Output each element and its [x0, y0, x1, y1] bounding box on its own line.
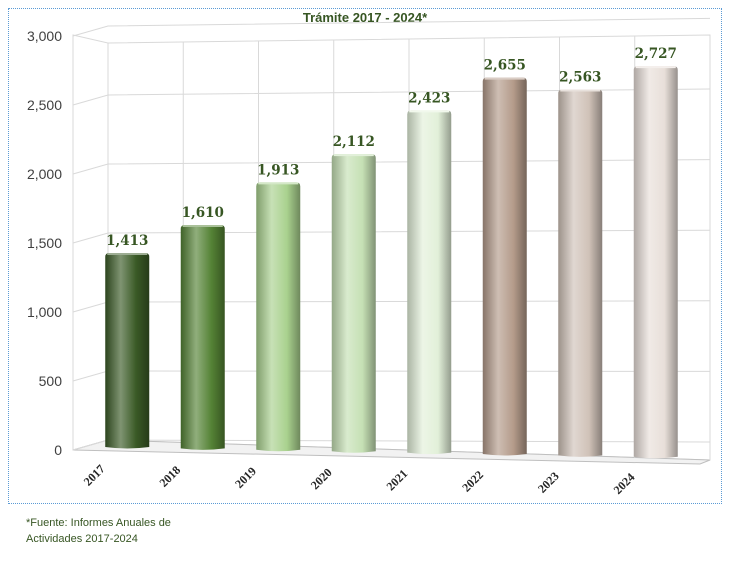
side-wall — [72, 34, 109, 451]
x-axis: 2017 2018 2019 2020 2021 2022 2023 2024 — [81, 462, 638, 497]
x-tick-label: 2024 — [611, 470, 638, 497]
y-tick-label: 1,000 — [27, 304, 62, 320]
x-tick-label: 2021 — [384, 467, 411, 494]
bar-2021 — [407, 110, 452, 455]
chart-walls — [72, 34, 711, 465]
data-labels: 1,413 1,610 1,913 2,112 2,423 2,655 2,563 2,727 — [106, 46, 677, 249]
x-tick-label: 2018 — [156, 463, 183, 490]
y-tick-label: 2,000 — [27, 166, 62, 182]
x-tick-label: 2017 — [81, 462, 108, 489]
gridline — [72, 17, 711, 37]
y-tick-label: 0 — [54, 442, 62, 458]
x-tick-label: 2019 — [232, 464, 259, 491]
chart-frame — [8, 8, 722, 504]
bar-2017 — [105, 253, 150, 449]
footnote-line-1: *Fuente: Informes Anuales de — [26, 517, 171, 529]
chart-title: Trámite 2017 - 2024* — [302, 10, 428, 25]
data-label-2019: 1,913 — [257, 162, 299, 178]
data-label-2018: 1,610 — [182, 205, 224, 221]
data-label-2017: 1,413 — [106, 233, 148, 249]
y-tick-label: 1,500 — [27, 235, 62, 251]
y-tick-label: 2,500 — [27, 97, 62, 113]
footnote-line-2: Actividades 2017-2024 — [26, 533, 138, 545]
data-label-2023: 2,563 — [559, 70, 601, 86]
x-tick-label: 2023 — [535, 469, 562, 496]
data-label-2020: 2,112 — [333, 134, 375, 150]
data-label-2022: 2,655 — [484, 58, 526, 74]
x-tick-label: 2022 — [459, 468, 486, 495]
bar-2024 — [633, 66, 678, 459]
bar-2019 — [256, 182, 301, 452]
data-label-2024: 2,727 — [635, 46, 677, 62]
y-tick-label: 500 — [39, 373, 63, 389]
data-label-2021: 2,423 — [408, 90, 450, 106]
bar-2023 — [558, 89, 603, 457]
bar-2022 — [482, 77, 527, 456]
bar-2020 — [331, 154, 376, 453]
x-tick-label: 2020 — [308, 465, 335, 492]
y-tick-label: 3,000 — [27, 28, 62, 44]
footnote: *Fuente: Informes Anuales de Actividades… — [26, 515, 171, 547]
bar-2018 — [180, 225, 225, 450]
bars — [105, 66, 678, 459]
y-axis: 0 500 1,000 1,500 2,000 2,500 3,000 — [27, 28, 62, 458]
